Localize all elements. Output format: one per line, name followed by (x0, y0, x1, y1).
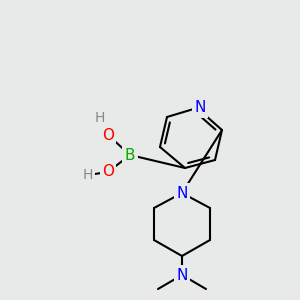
Text: N: N (176, 185, 188, 200)
Text: N: N (194, 100, 206, 116)
Text: H: H (95, 111, 105, 125)
Text: N: N (176, 268, 188, 283)
Text: H: H (83, 168, 93, 182)
Text: O: O (102, 164, 114, 179)
Text: O: O (102, 128, 114, 142)
Text: B: B (125, 148, 135, 163)
